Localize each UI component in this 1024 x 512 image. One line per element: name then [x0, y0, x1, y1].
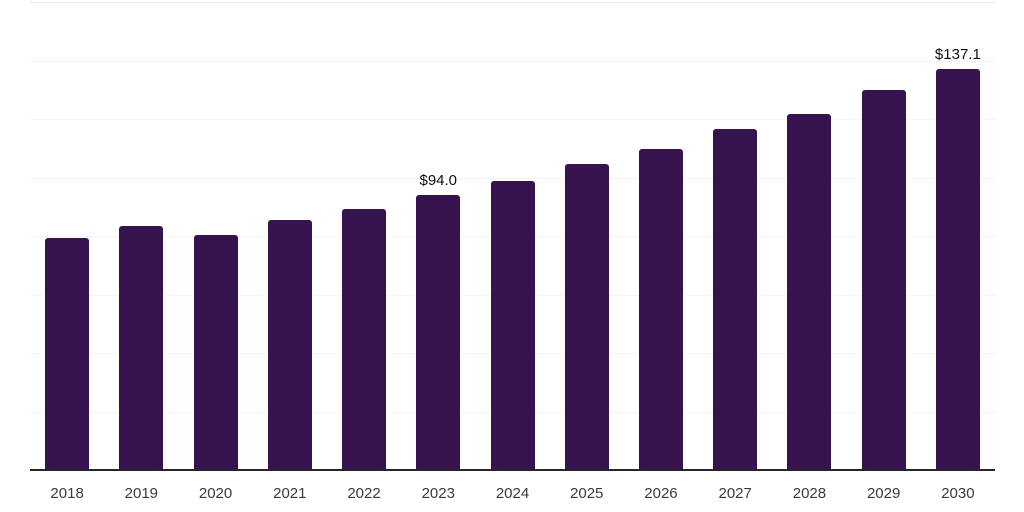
x-tick-2025: 2025 [570, 485, 604, 502]
bar-2019 [119, 226, 164, 470]
gridline-100 [30, 177, 995, 179]
bar-2023 [416, 195, 461, 470]
x-tick-2021: 2021 [273, 485, 307, 502]
bar-2029 [861, 90, 906, 470]
x-tick-2026: 2026 [644, 485, 678, 502]
bar-2020 [193, 235, 238, 470]
data-label-2023: $94.0 [419, 172, 458, 190]
x-tick-2022: 2022 [347, 485, 381, 502]
gridline-140 [30, 60, 995, 62]
bar-2024 [490, 181, 535, 470]
x-tick-2028: 2028 [792, 485, 827, 502]
bar-2026 [638, 148, 683, 470]
x-axis-line [30, 469, 995, 471]
x-tick-2030: 2030 [941, 485, 975, 502]
data-label-2030: $137.1 [934, 45, 981, 63]
x-tick-2020: 2020 [198, 485, 233, 502]
x-tick-2029: 2029 [866, 485, 901, 502]
gridline-120 [30, 119, 995, 120]
bar-2027 [713, 128, 758, 470]
bar-2021 [267, 220, 312, 470]
x-tick-2027: 2027 [718, 485, 752, 502]
bar-2028 [787, 114, 832, 470]
x-tick-2018: 2018 [50, 485, 84, 502]
x-tick-2024: 2024 [495, 485, 530, 502]
x-tick-2019: 2019 [124, 485, 159, 502]
bar-2022 [342, 209, 387, 470]
bar-2018 [45, 238, 90, 470]
x-tick-2023: 2023 [421, 485, 455, 502]
gridline-160 [30, 2, 995, 3]
bar-2030 [935, 68, 980, 470]
bar-2025 [564, 164, 609, 470]
